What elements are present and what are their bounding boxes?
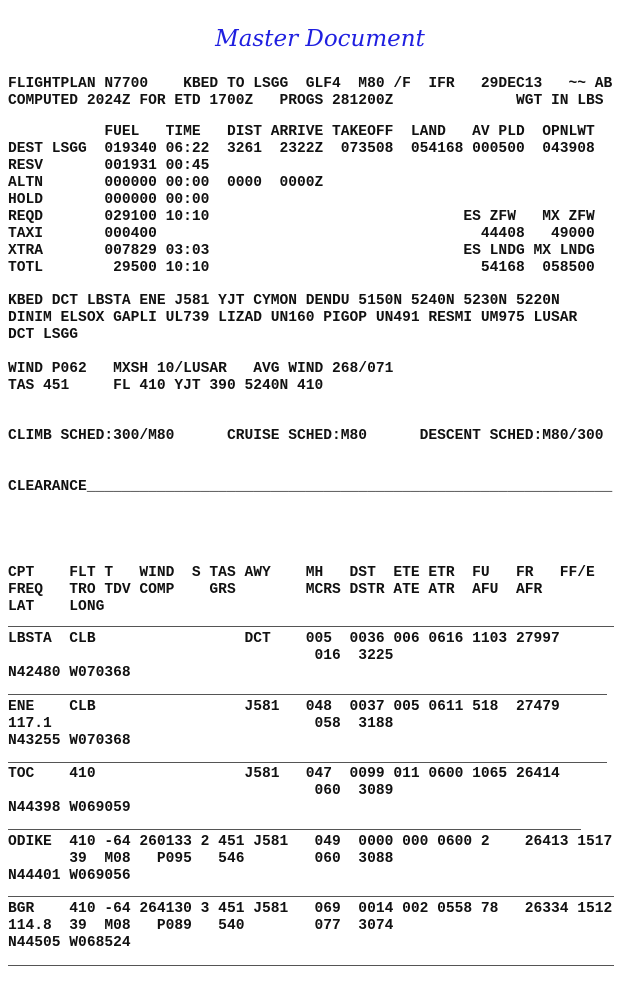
row-line: 016 3225 — [8, 648, 394, 664]
divider — [8, 965, 614, 966]
row-line: BGR 410 -64 264130 3 451 J581 069 0014 0… — [8, 901, 613, 917]
document-title: Master Document — [215, 26, 425, 52]
divider — [8, 626, 614, 627]
fuel-row-xtra: XTRA 007829 03:03 ES LNDG MX LNDG — [8, 243, 595, 259]
row-line: N43255 W070368 — [8, 733, 131, 749]
nav-log-row: ENE CLB J581 048 0037 005 0611 518 27479… — [8, 699, 560, 750]
clearance: CLEARANCE_______________________________… — [8, 479, 612, 496]
row-line: N44505 W068524 — [8, 935, 131, 951]
nav-log-row: LBSTA CLB DCT 005 0036 006 0616 1103 279… — [8, 631, 560, 682]
row-line: TOC 410 J581 047 0099 011 0600 1065 2641… — [8, 766, 560, 782]
nav-log-row: TOC 410 J581 047 0099 011 0600 1065 2641… — [8, 766, 560, 817]
nav-log-header-line: CPT FLT T WIND S TAS AWY MH DST ETE ETR … — [8, 565, 595, 581]
fuel-summary: FUEL TIME DIST ARRIVE TAKEOFF LAND AV PL… — [8, 124, 595, 277]
fuel-row-resv: RESV 001931 00:45 — [8, 158, 210, 174]
divider — [8, 762, 607, 763]
schedules-line: CLIMB SCHED:300/M80 CRUISE SCHED:M80 DES… — [8, 428, 604, 444]
divider — [8, 896, 614, 897]
row-line: N42480 W070368 — [8, 665, 131, 681]
fuel-row-hold: HOLD 000000 00:00 — [8, 192, 210, 208]
divider — [8, 829, 581, 830]
route-string: KBED DCT LBSTA ENE J581 YJT CYMON DENDU … — [8, 293, 577, 344]
route-line: DCT LSGG — [8, 327, 79, 343]
fuel-header: FUEL TIME DIST ARRIVE TAKEOFF LAND AV PL… — [8, 124, 595, 140]
flightplan-header: FLIGHTPLAN N7700 KBED TO LSGG GLF4 M80 /… — [8, 76, 612, 110]
row-line: N44401 W069056 — [8, 868, 131, 884]
route-line: DINIM ELSOX GAPLI UL739 LIZAD UN160 PIGO… — [8, 310, 578, 326]
nav-log-header-line: LAT LONG — [8, 599, 105, 615]
clearance-line: CLEARANCE_______________________________… — [8, 479, 613, 495]
fuel-row-dest: DEST LSGG 019340 06:22 3261 2322Z 073508… — [8, 141, 595, 157]
tas-line: TAS 451 FL 410 YJT 390 5240N 410 — [8, 378, 324, 394]
route-line: KBED DCT LBSTA ENE J581 YJT CYMON DENDU … — [8, 293, 560, 309]
row-line: 117.1 058 3188 — [8, 716, 394, 732]
nav-log-header-line: FREQ TRO TDV COMP GRS MCRS DSTR ATE ATR … — [8, 582, 543, 598]
wind-info: WIND P062 MXSH 10/LUSAR AVG WIND 268/071… — [8, 361, 393, 395]
row-line: 114.8 39 M08 P089 540 077 3074 — [8, 918, 394, 934]
divider — [8, 694, 607, 695]
nav-log-header: CPT FLT T WIND S TAS AWY MH DST ETE ETR … — [8, 565, 595, 616]
schedules: CLIMB SCHED:300/M80 CRUISE SCHED:M80 DES… — [8, 428, 604, 445]
row-line: N44398 W069059 — [8, 800, 131, 816]
nav-log-row: BGR 410 -64 264130 3 451 J581 069 0014 0… — [8, 901, 612, 952]
row-line: LBSTA CLB DCT 005 0036 006 0616 1103 279… — [8, 631, 560, 647]
row-line: 060 3089 — [8, 783, 394, 799]
fuel-row-taxi: TAXI 000400 44408 49000 — [8, 226, 595, 242]
fuel-row-totl: TOTL 29500 10:10 54168 058500 — [8, 260, 595, 276]
header-line: COMPUTED 2024Z FOR ETD 1700Z PROGS 28120… — [8, 93, 604, 109]
fuel-row-altn: ALTN 000000 00:00 0000 0000Z — [8, 175, 324, 191]
row-line: 39 M08 P095 546 060 3088 — [8, 851, 394, 867]
row-line: ODIKE 410 -64 260133 2 451 J581 049 0000… — [8, 834, 613, 850]
header-line: FLIGHTPLAN N7700 KBED TO LSGG GLF4 M80 /… — [8, 76, 613, 92]
row-line: ENE CLB J581 048 0037 005 0611 518 27479 — [8, 699, 560, 715]
wind-line: WIND P062 MXSH 10/LUSAR AVG WIND 268/071 — [8, 361, 394, 377]
fuel-row-reqd: REQD 029100 10:10 ES ZFW MX ZFW — [8, 209, 595, 225]
nav-log-row: ODIKE 410 -64 260133 2 451 J581 049 0000… — [8, 834, 612, 885]
